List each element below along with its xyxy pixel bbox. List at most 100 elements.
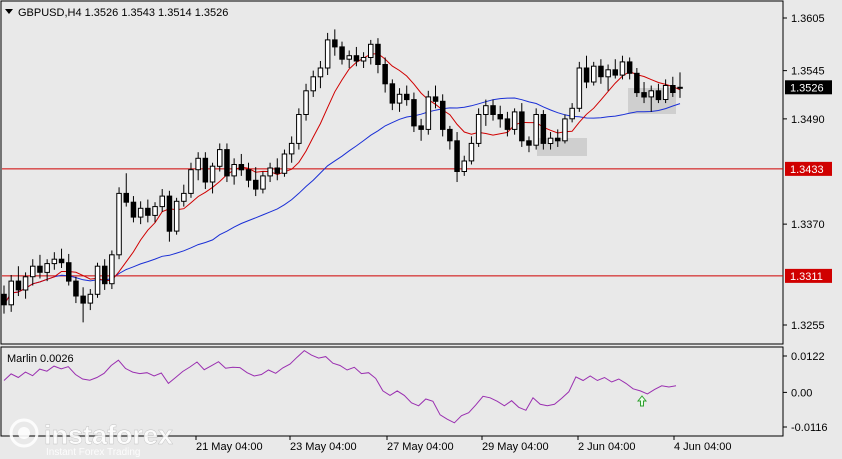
- candle-48: [346, 50, 352, 68]
- current-price-label: 1.3526: [790, 82, 824, 94]
- time-axis-label-2: 27 May 04:00: [387, 441, 454, 453]
- collapse-triangle-icon[interactable]: [5, 9, 13, 14]
- candle-16: [116, 187, 122, 260]
- candle-55: [396, 88, 403, 112]
- up-arrow-icon: [636, 395, 648, 407]
- candle-47: [339, 41, 345, 65]
- candle-58: [418, 118, 424, 141]
- candle-0: [1, 285, 7, 314]
- candle-82: [591, 61, 597, 86]
- candle-60: [432, 85, 439, 109]
- candle-32: [231, 158, 237, 185]
- candle-78: [562, 114, 568, 144]
- candle-83: [598, 59, 604, 84]
- candle-33: [238, 153, 245, 176]
- current-price-tag: 1.3526: [785, 80, 832, 95]
- candle-94: [677, 72, 683, 98]
- candle-50: [360, 52, 367, 68]
- candle-90: [648, 85, 654, 112]
- candle-11: [80, 287, 86, 323]
- candle-65: [468, 136, 475, 165]
- candle-4: [30, 259, 36, 286]
- price-axis-label-1: 1.3545: [791, 66, 825, 78]
- candle-63: [454, 132, 460, 183]
- symbol-header: GBPUSD,H4 1.3526 1.3543 1.3514 1.3526: [18, 7, 228, 19]
- time-axis-label-5: 4 Jun 04:00: [674, 441, 732, 453]
- level-tag-label-0: 1.3433: [790, 164, 824, 176]
- level-tag-label-1: 1.3311: [790, 271, 823, 283]
- candle-70: [504, 111, 511, 137]
- candle-7: [51, 252, 58, 270]
- price-axis-label-4: 1.3255: [791, 320, 825, 332]
- candle-57: [411, 92, 417, 133]
- candle-71: [511, 108, 518, 135]
- indicator-label: Marlin 0.0026: [7, 353, 74, 365]
- candle-69: [497, 105, 503, 128]
- level-tag-0: 1.3433: [785, 161, 832, 176]
- price-axis-label-2: 1.3490: [791, 114, 825, 126]
- candle-8: [58, 248, 65, 268]
- candle-21: [152, 202, 158, 223]
- candle-18: [130, 196, 137, 223]
- indicator-axis-label-1: 0.00: [791, 387, 812, 399]
- candle-68: [490, 99, 496, 121]
- logo-ring-icon: [9, 418, 39, 448]
- logo-dot-icon: [18, 427, 30, 439]
- candle-41: [296, 108, 302, 150]
- candle-40: [288, 136, 295, 163]
- candle-13: [94, 262, 101, 298]
- candle-77: [555, 129, 561, 147]
- candle-35: [253, 167, 259, 197]
- candle-30: [217, 143, 223, 172]
- candle-89: [641, 82, 647, 104]
- candle-12: [87, 289, 94, 311]
- level-tag-1: 1.3311: [785, 268, 832, 283]
- candle-91: [655, 83, 662, 104]
- candle-17: [123, 173, 129, 207]
- candle-45: [324, 32, 331, 76]
- candle-80: [576, 61, 583, 112]
- candle-84: [605, 64, 611, 91]
- candle-87: [626, 57, 633, 80]
- indicator-axis: 0.0122 0.00 -0.0116: [783, 351, 828, 434]
- instaforex-logo: instaforex Instant Forex Trading: [9, 418, 173, 458]
- candle-37: [267, 162, 273, 183]
- candle-54: [389, 79, 396, 111]
- candle-49: [353, 46, 360, 67]
- candle-27: [195, 152, 201, 181]
- candle-67: [483, 99, 489, 126]
- time-axis: 21 May 04:00 23 May 04:00 27 May 04:00 29 M…: [195, 436, 732, 453]
- candle-15: [109, 250, 115, 290]
- candle-22: [159, 189, 165, 212]
- indicator-axis-label-2: -0.0116: [791, 422, 828, 434]
- candle-79: [569, 103, 575, 123]
- candle-92: [662, 79, 669, 104]
- candle-44: [317, 60, 324, 89]
- candle-62: [447, 125, 453, 150]
- candle-76: [547, 132, 554, 150]
- indicator-panel[interactable]: [0, 346, 784, 437]
- candle-38: [274, 158, 280, 181]
- candle-42: [303, 83, 309, 121]
- candle-23: [166, 190, 173, 242]
- candle-66: [475, 108, 482, 147]
- candle-36: [260, 171, 266, 194]
- candle-74: [533, 108, 539, 150]
- candle-1: [8, 275, 14, 312]
- time-axis-label-4: 2 Jun 04:00: [578, 441, 636, 453]
- candle-24: [173, 197, 180, 235]
- candle-75: [540, 110, 547, 150]
- logo-brand: instaforex: [44, 420, 173, 450]
- candle-51: [368, 39, 374, 65]
- candle-25: [181, 184, 187, 207]
- candle-73: [526, 136, 532, 153]
- candle-28: [202, 152, 209, 190]
- main-chart-panel[interactable]: [0, 0, 784, 345]
- candle-85: [612, 59, 618, 79]
- candle-34: [245, 162, 252, 188]
- candle-19: [137, 201, 144, 225]
- horizontal-levels: 1.3433 1.3311: [2, 161, 832, 283]
- candle-14: [102, 259, 108, 290]
- candle-53: [382, 57, 388, 93]
